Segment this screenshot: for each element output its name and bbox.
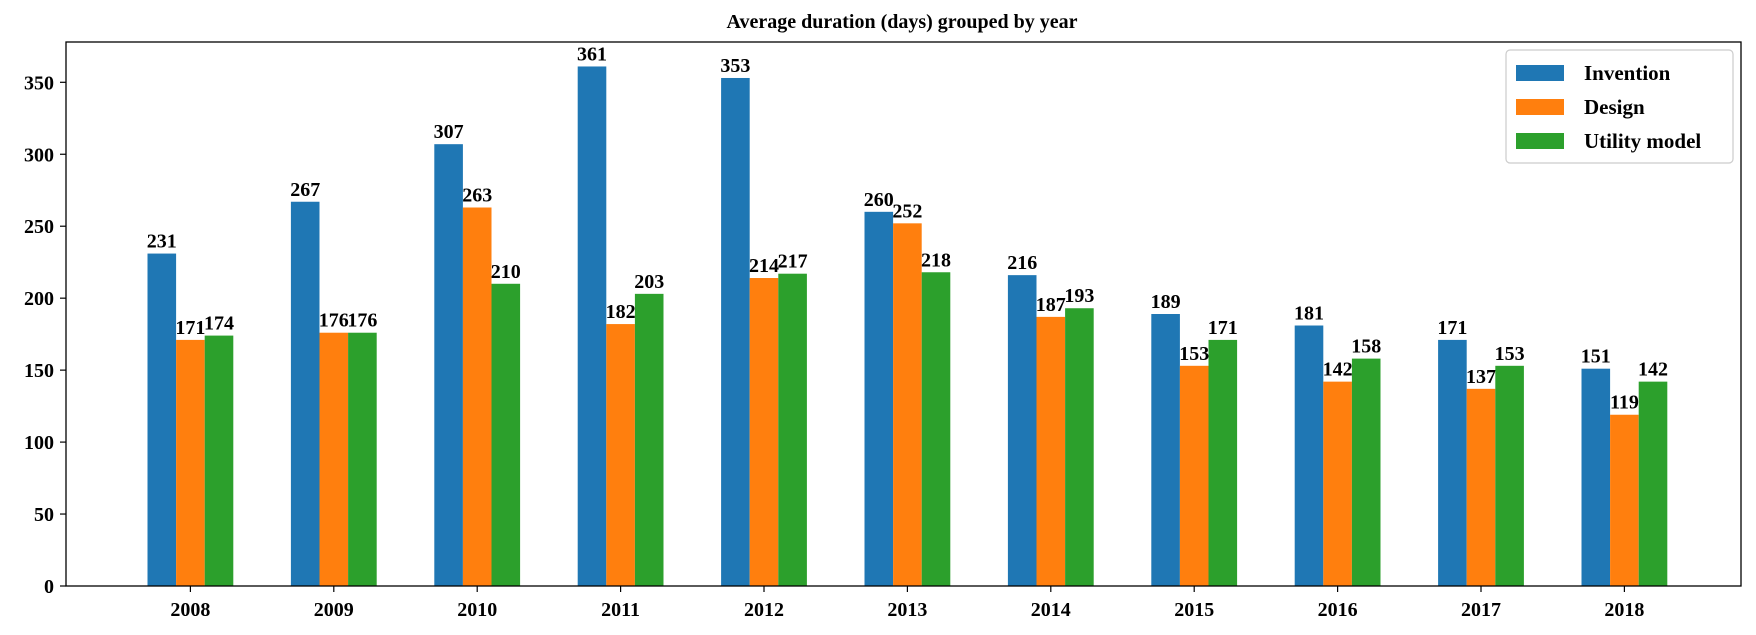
data-label-design-2018: 119 <box>1610 392 1639 414</box>
data-label-design-2011: 182 <box>606 301 636 323</box>
legend-label-invention: Invention <box>1584 61 1671 85</box>
y-tick-label: 50 <box>34 504 54 526</box>
data-label-design-2017: 137 <box>1466 366 1496 388</box>
data-label-design-2013: 252 <box>892 200 922 222</box>
bar-invention-2008 <box>147 253 177 586</box>
bar-invention-2014 <box>1007 275 1037 586</box>
data-label-invention-2017: 171 <box>1437 317 1467 339</box>
bar-invention-2010 <box>434 144 463 586</box>
data-label-invention-2011: 361 <box>577 43 607 65</box>
data-label-design-2010: 263 <box>462 185 492 207</box>
data-label-design-2015: 153 <box>1179 343 1209 365</box>
bar-design-2016 <box>1323 381 1352 586</box>
data-label-utility-model-2017: 153 <box>1495 343 1525 365</box>
x-tick-label: 2018 <box>1604 599 1644 621</box>
bar-design-2010 <box>462 207 492 586</box>
bar-utility-model-2010 <box>491 283 521 586</box>
bar-design-2017 <box>1466 388 1496 586</box>
bar-design-2015 <box>1179 365 1209 586</box>
data-label-invention-2013: 260 <box>864 189 894 211</box>
bar-invention-2016 <box>1294 325 1324 586</box>
data-label-utility-model-2013: 218 <box>921 249 951 271</box>
data-label-utility-model-2018: 142 <box>1638 359 1668 381</box>
data-label-utility-model-2010: 210 <box>491 261 521 283</box>
bar-utility-model-2017 <box>1495 365 1524 586</box>
bar-design-2018 <box>1610 414 1639 586</box>
data-label-invention-2012: 353 <box>720 55 750 77</box>
bar-utility-model-2015 <box>1208 339 1238 586</box>
bar-design-2014 <box>1036 316 1066 586</box>
data-label-utility-model-2008: 174 <box>204 313 234 335</box>
bar-utility-model-2009 <box>348 332 377 586</box>
y-tick-label: 150 <box>24 360 54 382</box>
legend-swatch-invention <box>1516 65 1564 81</box>
data-label-utility-model-2015: 171 <box>1208 317 1238 339</box>
bar-utility-model-2018 <box>1638 381 1668 586</box>
data-label-design-2012: 214 <box>749 255 779 277</box>
bar-invention-2017 <box>1438 339 1467 586</box>
data-label-invention-2016: 181 <box>1294 303 1324 325</box>
bar-design-2011 <box>606 324 635 586</box>
data-label-utility-model-2009: 176 <box>347 310 377 332</box>
y-tick-label: 350 <box>24 72 54 94</box>
bar-utility-model-2008 <box>204 335 234 586</box>
x-tick-label: 2011 <box>601 599 640 621</box>
data-label-invention-2014: 216 <box>1007 252 1037 274</box>
bar-invention-2012 <box>721 77 750 586</box>
plot-area: 2311711742671761763072632103611822033532… <box>147 43 1668 587</box>
bar-invention-2013 <box>864 211 894 586</box>
legend-swatch-design <box>1516 99 1564 115</box>
data-label-invention-2009: 267 <box>290 179 320 201</box>
x-tick-label: 2016 <box>1318 599 1358 621</box>
y-tick-label: 300 <box>24 144 54 166</box>
bar-design-2012 <box>749 278 779 586</box>
bar-invention-2018 <box>1581 368 1611 586</box>
bar-invention-2009 <box>290 201 320 586</box>
x-tick-label: 2015 <box>1174 599 1214 621</box>
data-label-invention-2008: 231 <box>147 231 177 253</box>
legend-label-design: Design <box>1584 95 1645 119</box>
data-label-design-2016: 142 <box>1323 359 1353 381</box>
y-tick-label: 200 <box>24 288 54 310</box>
data-label-design-2008: 171 <box>175 317 205 339</box>
x-tick-label: 2010 <box>457 599 497 621</box>
y-tick-label: 0 <box>44 576 54 598</box>
y-tick-label: 250 <box>24 216 54 238</box>
x-tick-label: 2012 <box>744 599 784 621</box>
bar-design-2009 <box>319 332 349 586</box>
bar-utility-model-2011 <box>634 293 664 586</box>
x-tick-label: 2017 <box>1461 599 1501 621</box>
data-label-design-2014: 187 <box>1036 294 1066 316</box>
legend: Invention Design Utility model <box>1505 49 1734 164</box>
x-tick-label: 2014 <box>1031 599 1071 621</box>
data-label-utility-model-2014: 193 <box>1064 285 1094 307</box>
bar-design-2013 <box>893 223 922 586</box>
bar-invention-2015 <box>1151 314 1180 586</box>
x-tick-label: 2009 <box>314 599 354 621</box>
bar-utility-model-2016 <box>1351 358 1381 586</box>
legend-label-utility-model: Utility model <box>1584 129 1701 153</box>
x-tick-label: 2008 <box>170 599 210 621</box>
plot-frame <box>65 41 1742 587</box>
bar-design-2008 <box>176 339 205 586</box>
data-label-invention-2010: 307 <box>434 121 464 143</box>
bar-invention-2011 <box>577 66 607 587</box>
bar-utility-model-2013 <box>921 272 951 586</box>
data-label-design-2009: 176 <box>319 310 349 332</box>
y-tick-label: 100 <box>24 432 54 454</box>
chart-title: Average duration (days) grouped by year <box>727 11 1078 33</box>
data-label-utility-model-2011: 203 <box>634 271 664 293</box>
legend-swatch-utility-model <box>1516 133 1564 149</box>
data-label-invention-2018: 151 <box>1581 346 1611 368</box>
data-label-utility-model-2012: 217 <box>778 251 808 273</box>
axes: 0 50 100 150 200 250 300 350 2008 2009 2010 2011 201… <box>24 41 1742 621</box>
x-tick-label: 2013 <box>887 599 927 621</box>
bar-utility-model-2012 <box>778 273 807 586</box>
data-label-invention-2015: 189 <box>1151 291 1181 313</box>
data-label-utility-model-2016: 158 <box>1351 336 1381 358</box>
bar-utility-model-2014 <box>1065 308 1094 586</box>
